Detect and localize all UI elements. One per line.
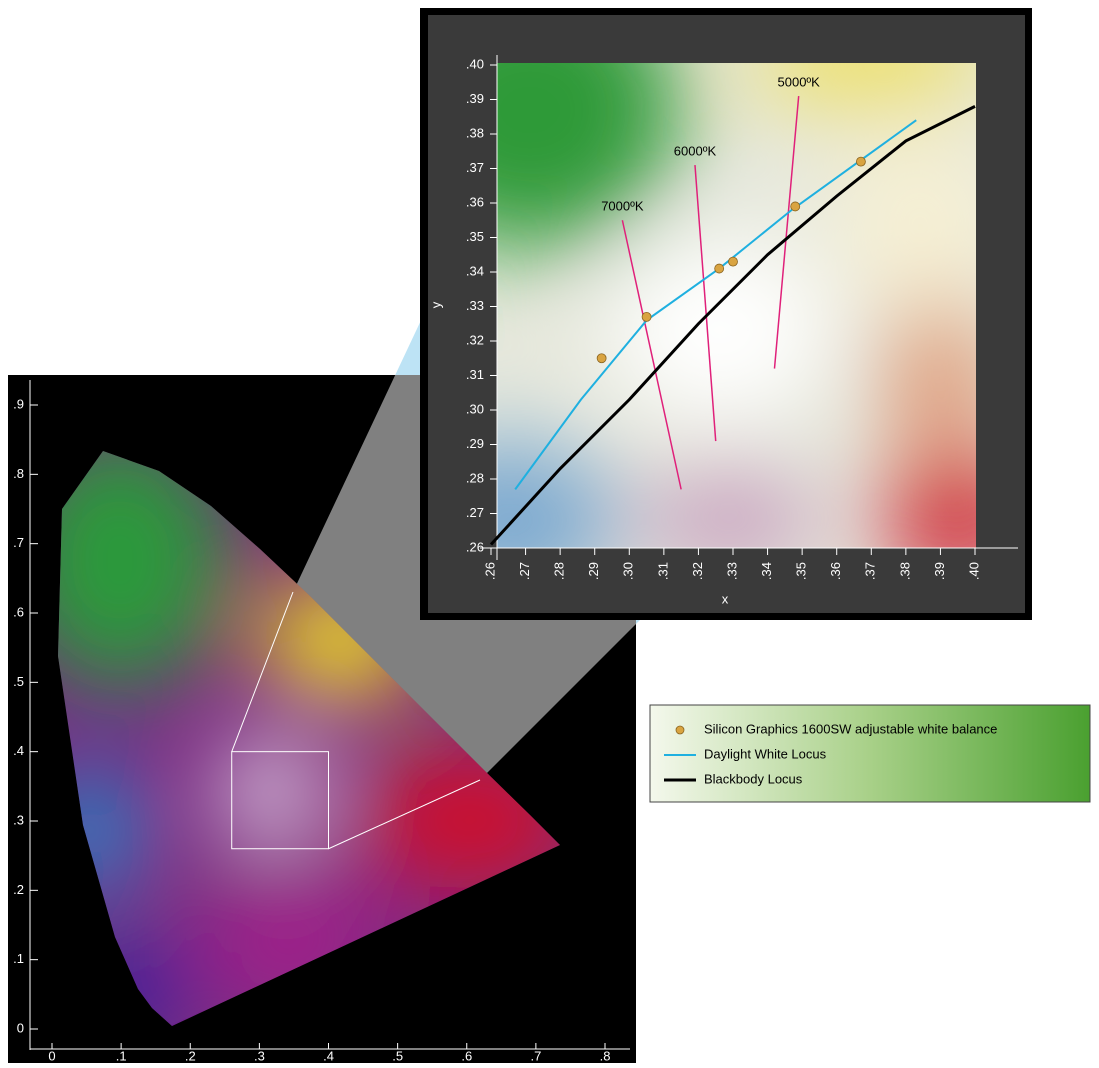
y-tick-label: .26 [466, 539, 484, 554]
x-tick-label: 0 [48, 1048, 55, 1063]
x-tick-label: .3 [254, 1048, 265, 1063]
x-tick-label: .37 [863, 562, 878, 580]
legend-label: Blackbody Locus [704, 771, 803, 786]
x-tick-label: .36 [828, 562, 843, 580]
legend-marker [676, 726, 684, 734]
x-axis-label: x [722, 591, 729, 606]
y-tick-label: .7 [13, 535, 24, 550]
y-tick-label: .37 [466, 160, 484, 175]
y-tick-label: .33 [466, 298, 484, 313]
y-tick-label: .35 [466, 229, 484, 244]
x-tick-label: .30 [621, 562, 636, 580]
x-tick-label: .8 [600, 1048, 611, 1063]
y-tick-label: .2 [13, 882, 24, 897]
y-tick-label: .30 [466, 401, 484, 416]
point [856, 157, 865, 166]
x-tick-label: .34 [759, 562, 774, 580]
point [729, 257, 738, 266]
x-tick-label: .35 [794, 562, 809, 580]
y-tick-label: 0 [17, 1020, 24, 1035]
y-tick-label: .28 [466, 470, 484, 485]
x-tick-label: .38 [897, 562, 912, 580]
x-tick-label: .26 [482, 562, 497, 580]
point [791, 202, 800, 211]
point [715, 264, 724, 273]
legend-label: Silicon Graphics 1600SW adjustable white… [704, 721, 997, 736]
x-tick-label: .33 [724, 562, 739, 580]
y-tick-label: .8 [13, 466, 24, 481]
y-tick-label: .40 [466, 56, 484, 71]
y-tick-label: .5 [13, 674, 24, 689]
x-tick-label: .1 [116, 1048, 127, 1063]
y-tick-label: .3 [13, 812, 24, 827]
y-tick-label: .31 [466, 367, 484, 382]
x-tick-label: .2 [185, 1048, 196, 1063]
isotherm-label: 5000ºK [778, 74, 821, 89]
y-tick-label: .36 [466, 194, 484, 209]
isotherm-label: 6000ºK [674, 143, 717, 158]
y-tick-label: .39 [466, 91, 484, 106]
y-tick-label: .6 [13, 604, 24, 619]
figure: x y 0 .1 .2 .3 .4 .5 .6 .7 .8 0 .1 .2 .3 .4 .5 .6 .7 .8 .9… [0, 0, 1099, 1063]
y-tick-label: .29 [466, 436, 484, 451]
y-axis-label: y [428, 301, 443, 308]
x-tick-label: .31 [655, 562, 670, 580]
x-tick-label: .29 [586, 562, 601, 580]
x-tick-label: .7 [530, 1048, 541, 1063]
x-tick-label: .28 [552, 562, 567, 580]
y-tick-label: .34 [466, 263, 484, 278]
x-tick-label: .6 [461, 1048, 472, 1063]
isotherm-label: 7000ºK [601, 199, 644, 214]
y-tick-label: .9 [13, 396, 24, 411]
point [597, 354, 606, 363]
y-tick-label: .1 [13, 951, 24, 966]
x-tick-label: .4 [323, 1048, 334, 1063]
legend-label: Daylight White Locus [704, 746, 827, 761]
y-tick-label: .4 [13, 743, 24, 758]
y-tick-label: .38 [466, 125, 484, 140]
point [642, 312, 651, 321]
y-tick-label: .27 [466, 505, 484, 520]
x-tick-label: .5 [392, 1048, 403, 1063]
x-tick-label: .40 [966, 562, 981, 580]
x-tick-label: .32 [690, 562, 705, 580]
x-tick-label: .39 [932, 562, 947, 580]
y-tick-label: .32 [466, 332, 484, 347]
x-tick-label: .27 [517, 562, 532, 580]
